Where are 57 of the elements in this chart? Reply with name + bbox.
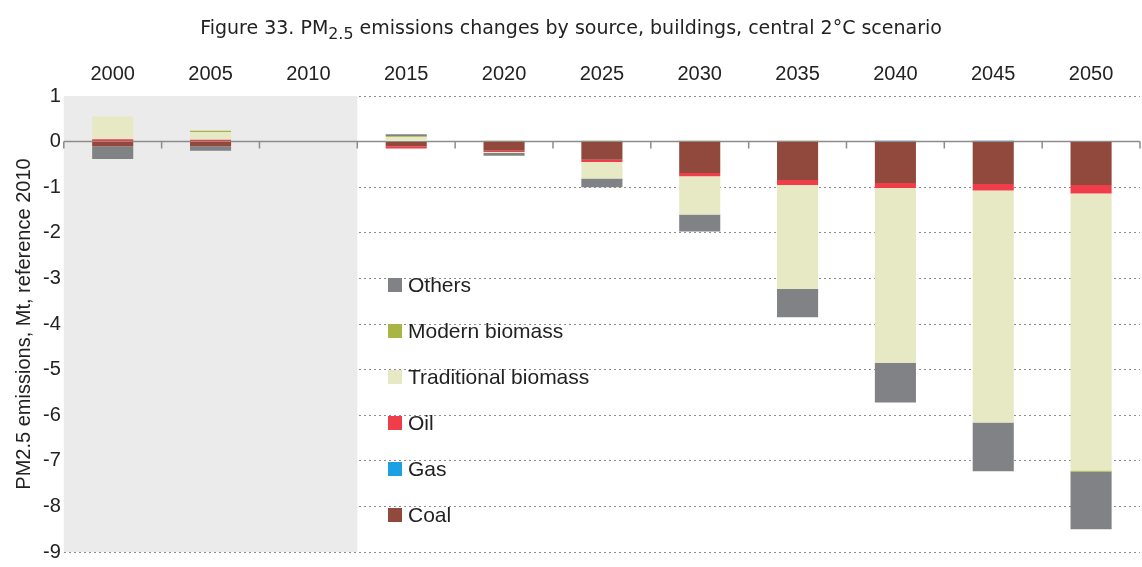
legend-label: Coal: [408, 503, 452, 527]
x-tick-label: 2010: [286, 61, 331, 84]
bar: [972, 142, 1014, 185]
bar: [1070, 142, 1112, 185]
bar: [972, 190, 1014, 423]
x-tick-label: 2020: [481, 61, 527, 84]
bar: [581, 142, 623, 160]
bar: [92, 146, 134, 159]
y-tick-label: 0: [49, 129, 61, 152]
x-tick-label: 2025: [579, 61, 625, 84]
bar: [679, 176, 721, 215]
x-tick-label: 2050: [1068, 61, 1114, 84]
legend-label: Modern biomass: [408, 319, 564, 343]
bar: [385, 137, 427, 142]
bar: [385, 142, 427, 147]
chart-title: Figure 33. PM$_{2.5}$ emissions changes by source, buildings, central 2°C scenario: [199, 16, 943, 43]
y-tick-label: -6: [42, 402, 61, 425]
bar: [189, 146, 232, 151]
bar: [1070, 193, 1112, 471]
x-tick-label: 2040: [873, 61, 918, 84]
bar: [777, 179, 819, 185]
legend-label: Others: [408, 273, 472, 297]
bar: [189, 132, 232, 140]
y-tick-label: -1: [42, 174, 61, 197]
y-axis-title: PM2.5 emissions, Mt, reference 2010: [11, 158, 34, 490]
y-tick-label: -5: [42, 357, 61, 380]
bar: [1070, 184, 1112, 194]
y-tick-label: -3: [42, 265, 61, 288]
legend-label: Gas: [408, 457, 447, 481]
bar: [874, 183, 916, 189]
bar: [483, 142, 525, 151]
bar: [874, 142, 916, 184]
y-tick-label: -7: [42, 448, 61, 471]
bar: [972, 184, 1014, 191]
x-tick-label: 2000: [90, 61, 135, 84]
bar: [679, 142, 721, 174]
y-tick-label: -9: [42, 539, 61, 562]
legend-label: Traditional biomass: [408, 365, 590, 389]
y-tick-label: -2: [42, 220, 61, 243]
bar: [581, 162, 623, 179]
bar: [777, 142, 819, 180]
bar: [777, 184, 819, 289]
x-tick-label: 2035: [775, 61, 820, 84]
x-tick-label: 2045: [970, 61, 1016, 84]
x-tick-label: 2030: [677, 61, 722, 84]
bar: [777, 288, 819, 318]
bar: [679, 173, 721, 177]
x-tick-label: 2015: [383, 61, 429, 84]
y-tick-label: -8: [42, 493, 61, 516]
bar: [874, 188, 916, 363]
bar: [92, 116, 134, 140]
legend-label: Oil: [408, 411, 434, 435]
bar: [92, 142, 134, 147]
x-tick-label: 2005: [188, 61, 233, 84]
y-tick-label: 1: [49, 83, 61, 106]
y-tick-label: -4: [42, 311, 61, 334]
bar: [189, 142, 232, 147]
